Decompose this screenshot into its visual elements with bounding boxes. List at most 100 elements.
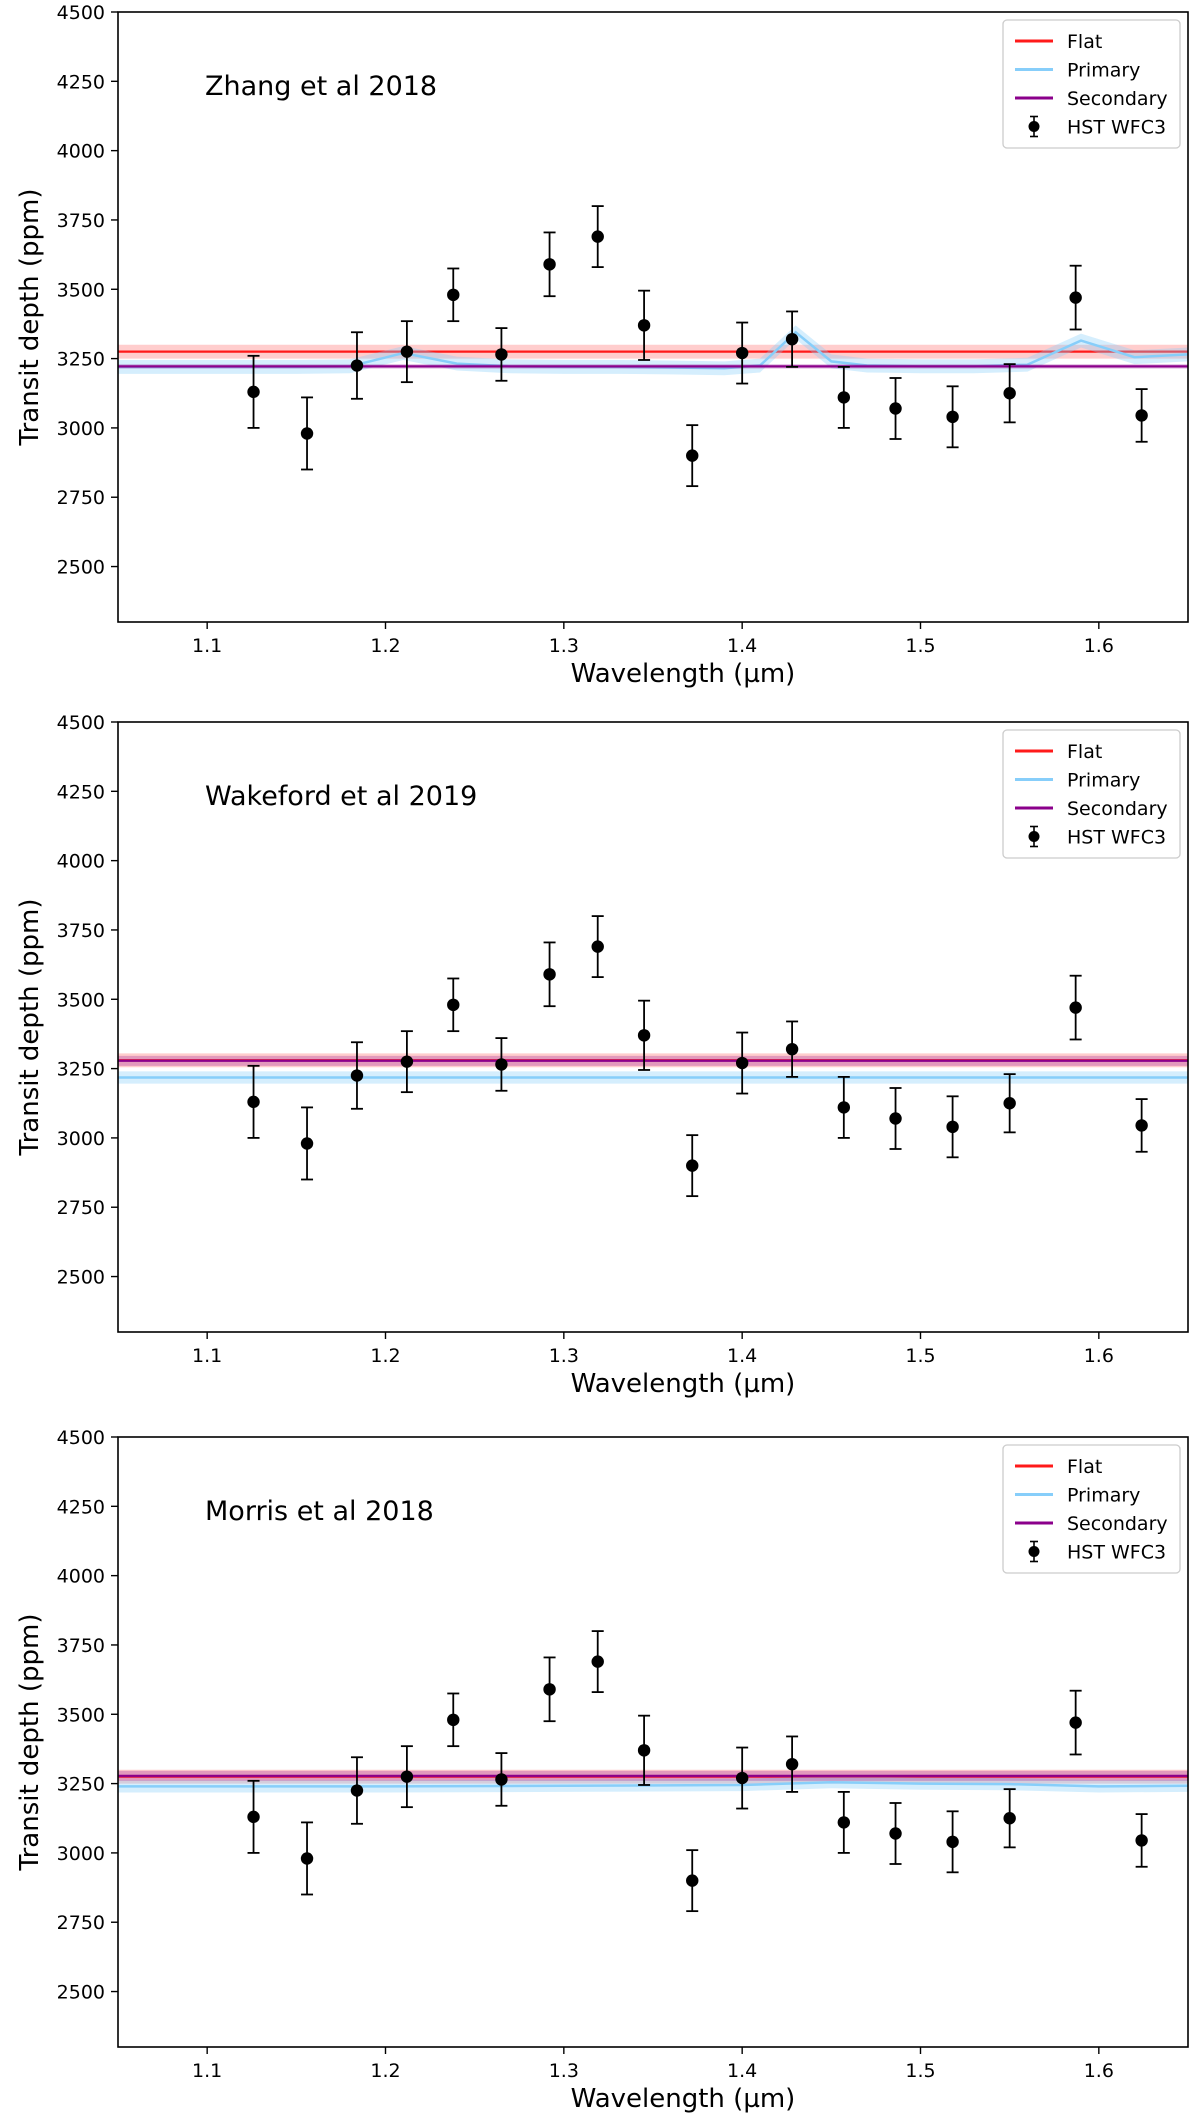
data-point [889, 377, 902, 440]
y-tick-label: 3500 [57, 989, 105, 1011]
legend-label: Flat [1067, 1456, 1102, 1478]
legend-label: HST WFC3 [1067, 827, 1166, 849]
y-tick-label: 3500 [57, 1704, 105, 1726]
point-marker [1135, 409, 1148, 422]
x-tick-label: 1.3 [549, 2060, 579, 2082]
y-tick-label: 4250 [57, 781, 105, 803]
legend: Flat Primary Secondary HST WFC3 [1002, 1444, 1181, 1574]
chart-panel-1: 1.1 1.2 1.3 1.4 1.5 1.6 2500 2750 3000 3250 3500 37… [15, 2, 1189, 689]
x-tick-label: 1.2 [370, 635, 400, 657]
data-point [1003, 1073, 1016, 1134]
y-tick-label: 3750 [57, 920, 105, 942]
data-point [447, 977, 460, 1033]
y-tick-label: 2500 [57, 1982, 105, 2004]
point-marker [447, 998, 460, 1012]
data-point [837, 366, 851, 429]
legend-frame [1002, 729, 1181, 859]
point-marker [837, 1101, 851, 1114]
data-point [735, 1031, 749, 1095]
data-point [447, 267, 460, 323]
y-tick-label: 2750 [57, 1197, 105, 1219]
point-marker [495, 348, 508, 361]
legend-label: HST WFC3 [1067, 1542, 1166, 1564]
point-marker [946, 1835, 959, 1849]
data-point [247, 354, 260, 429]
point-marker [1003, 387, 1016, 400]
point-marker [300, 1137, 314, 1150]
point-marker [447, 288, 460, 302]
data-point [543, 231, 556, 298]
data-point [686, 424, 699, 488]
point-marker [735, 346, 749, 360]
point-marker [889, 402, 902, 415]
data-point [495, 327, 508, 382]
x-tick-label: 1.2 [370, 2060, 400, 2082]
y-tick-label: 4000 [57, 141, 105, 163]
legend-marker-swatch [1028, 831, 1040, 842]
data-point [1135, 1098, 1148, 1153]
legend-label: Primary [1067, 1485, 1140, 1507]
y-tick-label: 4000 [57, 851, 105, 873]
model-layer [118, 1769, 1188, 1793]
point-marker [1069, 1001, 1082, 1014]
x-tick-label: 1.1 [192, 2060, 222, 2082]
data-point [785, 310, 799, 368]
data-point [591, 915, 604, 978]
data-point [735, 1746, 749, 1810]
x-tick-label: 1.5 [905, 635, 935, 657]
point-marker [1069, 291, 1082, 304]
point-marker [1003, 1097, 1016, 1110]
point-marker [350, 1069, 364, 1082]
data-point [350, 1041, 364, 1110]
x-axis-label: Wavelength (µm) [571, 1369, 796, 1399]
model-line-primary [118, 1780, 1188, 1788]
x-tick-label: 1.2 [370, 1345, 400, 1367]
legend: Flat Primary Secondary HST WFC3 [1002, 19, 1181, 149]
data-point [1003, 1788, 1016, 1849]
legend-frame [1002, 19, 1181, 149]
point-marker [1135, 1834, 1148, 1847]
axes-frame [117, 721, 1189, 1333]
y-tick-label: 2500 [57, 1267, 105, 1289]
data-point [889, 1802, 902, 1865]
y-tick-label: 2750 [57, 487, 105, 509]
point-marker [247, 385, 260, 399]
legend-frame [1002, 1444, 1181, 1574]
y-tick-label: 4250 [57, 71, 105, 93]
legend-label: Flat [1067, 741, 1102, 763]
data-point [1135, 1813, 1148, 1868]
panel-title: Morris et al 2018 [205, 1496, 434, 1527]
model-band-primary [118, 325, 1188, 376]
point-marker [686, 449, 699, 462]
legend-marker-swatch [1028, 1546, 1040, 1557]
data-point [247, 1064, 260, 1139]
data-point [1003, 363, 1016, 424]
data-point [300, 396, 314, 471]
x-axis-label: Wavelength (µm) [571, 2084, 796, 2114]
data-point [889, 1087, 902, 1150]
panel-title: Zhang et al 2018 [205, 71, 437, 102]
point-marker [591, 940, 604, 953]
x-tick-label: 1.5 [905, 2060, 935, 2082]
point-marker [785, 1757, 799, 1771]
point-marker [637, 1029, 651, 1042]
point-marker [591, 1655, 604, 1668]
x-tick-label: 1.4 [727, 635, 757, 657]
point-marker [686, 1874, 699, 1887]
x-tick-label: 1.6 [1084, 2060, 1114, 2082]
data-point [637, 289, 651, 361]
data-point [591, 205, 604, 268]
data-point [350, 1756, 364, 1825]
y-tick-label: 3250 [57, 1774, 105, 1796]
x-tick-label: 1.1 [192, 635, 222, 657]
legend-marker-swatch [1028, 121, 1040, 132]
data-point [300, 1821, 314, 1896]
point-marker [495, 1058, 508, 1071]
point-marker [543, 968, 556, 981]
chart-panel-3: 1.1 1.2 1.3 1.4 1.5 1.6 2500 2750 3000 3250 3500 37… [15, 1427, 1189, 2114]
chart-panel-2: 1.1 1.2 1.3 1.4 1.5 1.6 2500 2750 3000 3250 3500 37… [15, 712, 1189, 1399]
data-point [837, 1791, 851, 1854]
legend-label: Secondary [1067, 1513, 1168, 1535]
x-axis-label: Wavelength (µm) [571, 659, 796, 689]
